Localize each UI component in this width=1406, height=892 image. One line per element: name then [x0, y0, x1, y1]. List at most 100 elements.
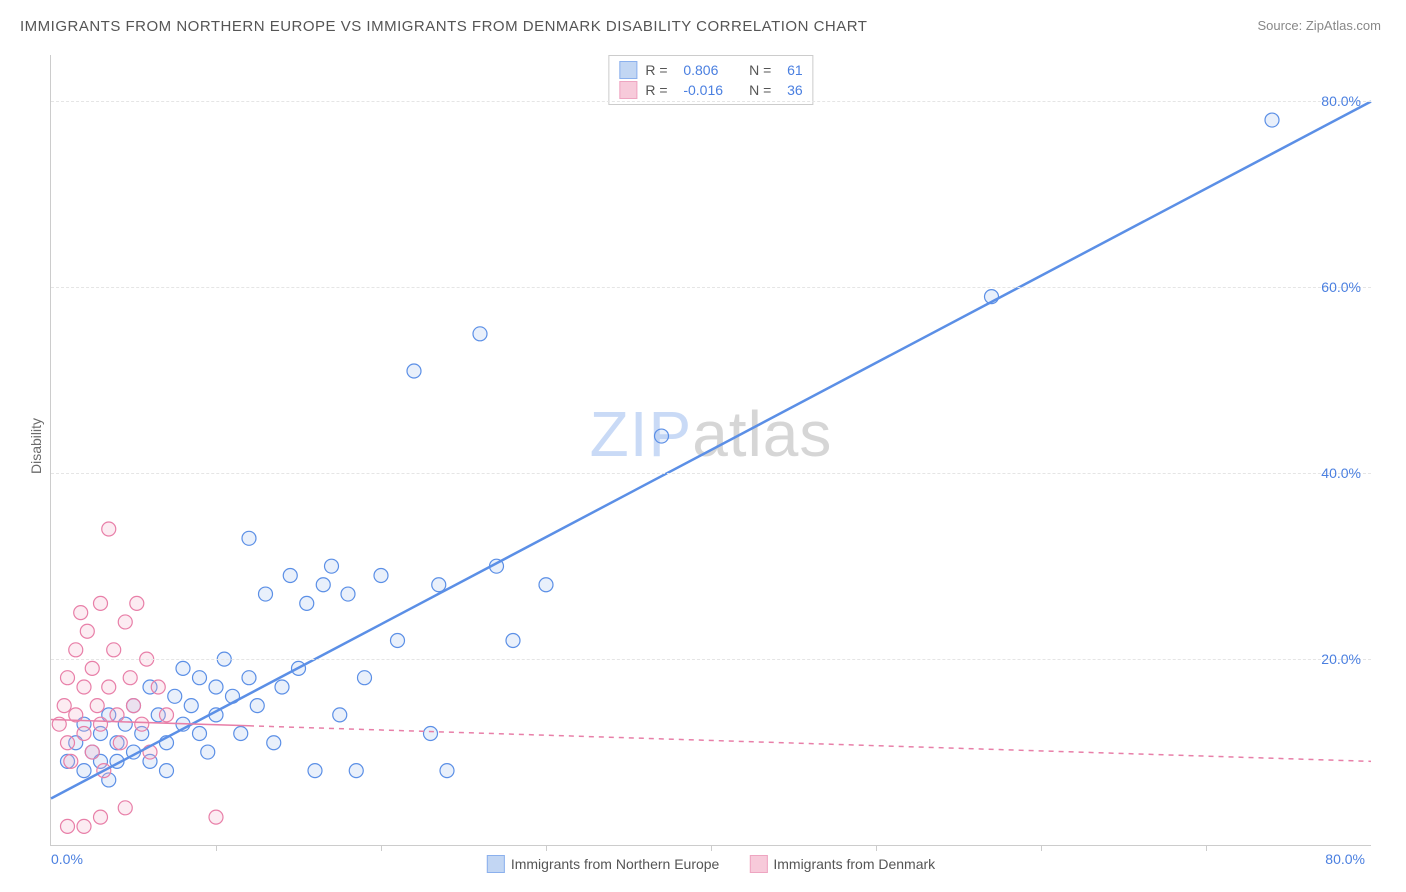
- legend-n-value: 36: [787, 80, 803, 100]
- scatter-point-denmark: [118, 801, 132, 815]
- scatter-point-northern_europe: [160, 764, 174, 778]
- scatter-point-northern_europe: [440, 764, 454, 778]
- scatter-point-northern_europe: [201, 745, 215, 759]
- x-tick-mark: [876, 845, 877, 851]
- scatter-point-northern_europe: [341, 587, 355, 601]
- gridline: [51, 287, 1371, 288]
- legend-series-label: Immigrants from Denmark: [773, 856, 935, 872]
- scatter-point-northern_europe: [77, 764, 91, 778]
- scatter-point-northern_europe: [506, 634, 520, 648]
- scatter-point-denmark: [94, 717, 108, 731]
- scatter-point-denmark: [77, 726, 91, 740]
- scatter-point-denmark: [160, 708, 174, 722]
- scatter-point-denmark: [61, 736, 75, 750]
- y-tick-label: 60.0%: [1321, 279, 1361, 295]
- scatter-point-denmark: [130, 596, 144, 610]
- scatter-point-northern_europe: [242, 531, 256, 545]
- scatter-point-denmark: [61, 671, 75, 685]
- x-tick-mark: [546, 845, 547, 851]
- y-tick-label: 20.0%: [1321, 651, 1361, 667]
- scatter-point-denmark: [110, 708, 124, 722]
- scatter-point-northern_europe: [391, 634, 405, 648]
- scatter-point-northern_europe: [259, 587, 273, 601]
- x-tick-mark: [1041, 845, 1042, 851]
- legend-correlation-box: R = 0.806 N = 61R = -0.016 N = 36: [608, 55, 813, 105]
- scatter-point-denmark: [61, 819, 75, 833]
- x-tick-mark: [216, 845, 217, 851]
- scatter-point-denmark: [118, 615, 132, 629]
- legend-swatch-icon: [487, 855, 505, 873]
- legend-r-label: R =: [645, 60, 675, 80]
- scatter-point-northern_europe: [275, 680, 289, 694]
- x-tick-mark: [381, 845, 382, 851]
- scatter-point-denmark: [77, 680, 91, 694]
- scatter-point-northern_europe: [432, 578, 446, 592]
- legend-r-value: 0.806: [683, 60, 733, 80]
- scatter-point-denmark: [94, 810, 108, 824]
- scatter-point-northern_europe: [358, 671, 372, 685]
- chart-svg: [51, 55, 1371, 845]
- trend-line-denmark-dashed: [249, 726, 1371, 762]
- legend-n-value: 61: [787, 60, 803, 80]
- trend-line-northern_europe: [51, 101, 1371, 798]
- x-tick-end: 80.0%: [1325, 851, 1365, 867]
- scatter-point-northern_europe: [539, 578, 553, 592]
- gridline: [51, 473, 1371, 474]
- scatter-point-northern_europe: [300, 596, 314, 610]
- scatter-point-northern_europe: [283, 568, 297, 582]
- y-tick-label: 80.0%: [1321, 93, 1361, 109]
- scatter-point-denmark: [69, 643, 83, 657]
- scatter-point-northern_europe: [250, 699, 264, 713]
- scatter-point-denmark: [57, 699, 71, 713]
- legend-series: Immigrants from Northern Europe Immigrant…: [487, 855, 935, 873]
- scatter-point-denmark: [85, 661, 99, 675]
- scatter-point-northern_europe: [374, 568, 388, 582]
- scatter-point-denmark: [127, 699, 141, 713]
- legend-series-item-denmark: Immigrants from Denmark: [749, 855, 935, 873]
- source-attribution: Source: ZipAtlas.com: [1257, 18, 1381, 33]
- scatter-point-northern_europe: [193, 671, 207, 685]
- scatter-point-northern_europe: [349, 764, 363, 778]
- scatter-point-northern_europe: [655, 429, 669, 443]
- x-tick-start: 0.0%: [51, 851, 83, 867]
- scatter-point-northern_europe: [184, 699, 198, 713]
- source-label: Source:: [1257, 18, 1305, 33]
- scatter-point-northern_europe: [308, 764, 322, 778]
- scatter-point-denmark: [102, 680, 116, 694]
- x-tick-mark: [711, 845, 712, 851]
- scatter-point-denmark: [80, 624, 94, 638]
- scatter-point-denmark: [94, 596, 108, 610]
- legend-correlation-row-denmark: R = -0.016 N = 36: [619, 80, 802, 100]
- y-axis-label: Disability: [28, 418, 44, 474]
- y-tick-label: 40.0%: [1321, 465, 1361, 481]
- scatter-point-denmark: [64, 754, 78, 768]
- scatter-point-northern_europe: [209, 680, 223, 694]
- scatter-point-denmark: [77, 819, 91, 833]
- scatter-point-northern_europe: [267, 736, 281, 750]
- legend-r-label: R =: [645, 80, 675, 100]
- scatter-point-northern_europe: [333, 708, 347, 722]
- gridline: [51, 659, 1371, 660]
- scatter-point-northern_europe: [424, 726, 438, 740]
- legend-series-label: Immigrants from Northern Europe: [511, 856, 720, 872]
- scatter-point-denmark: [90, 699, 104, 713]
- scatter-point-denmark: [74, 606, 88, 620]
- legend-series-item-northern_europe: Immigrants from Northern Europe: [487, 855, 720, 873]
- legend-n-label: N =: [741, 80, 779, 100]
- scatter-point-denmark: [113, 736, 127, 750]
- legend-r-value: -0.016: [683, 80, 733, 100]
- scatter-point-denmark: [151, 680, 165, 694]
- scatter-point-denmark: [123, 671, 137, 685]
- scatter-point-northern_europe: [176, 661, 190, 675]
- scatter-point-northern_europe: [193, 726, 207, 740]
- plot-area: ZIPatlas R = 0.806 N = 61R = -0.016 N = …: [50, 55, 1371, 846]
- scatter-point-northern_europe: [234, 726, 248, 740]
- legend-swatch-icon: [619, 61, 637, 79]
- scatter-point-northern_europe: [316, 578, 330, 592]
- scatter-point-northern_europe: [407, 364, 421, 378]
- scatter-point-northern_europe: [168, 689, 182, 703]
- chart-title: IMMIGRANTS FROM NORTHERN EUROPE VS IMMIG…: [20, 18, 867, 35]
- legend-swatch-icon: [619, 81, 637, 99]
- scatter-point-northern_europe: [242, 671, 256, 685]
- scatter-point-denmark: [209, 810, 223, 824]
